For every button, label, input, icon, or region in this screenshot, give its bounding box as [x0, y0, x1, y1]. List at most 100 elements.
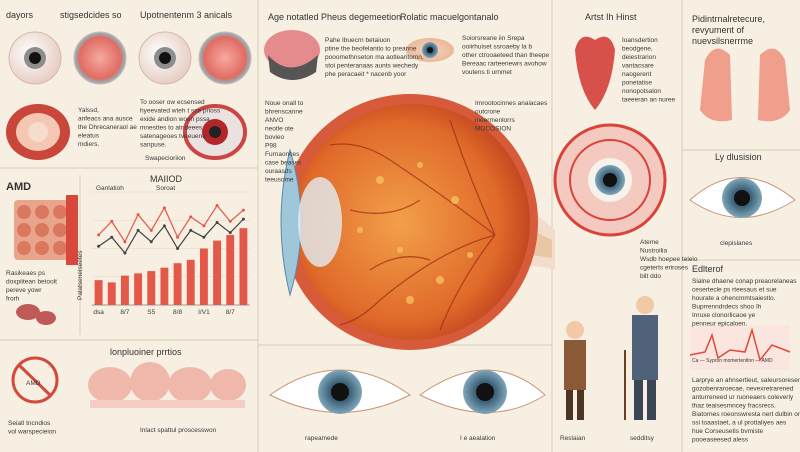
x-tick-label: S5 — [147, 309, 155, 316]
illustration-shape — [16, 304, 40, 320]
illustration-shape — [90, 400, 245, 408]
x-tick-label: I/V1 — [198, 309, 210, 316]
illustration-shape — [397, 247, 403, 253]
illustration-shape — [689, 327, 791, 362]
illustration-shape — [734, 190, 750, 206]
note: Soiorsreane iin Srepa ooiirhuiset ssroaeb… — [462, 35, 549, 76]
text-line: bhrenscanne — [265, 109, 303, 116]
illustration-shape — [17, 205, 31, 219]
text-line: anfeacs ana ausce — [78, 116, 133, 123]
bar — [186, 259, 195, 305]
text-line: taeeeran an nuree — [622, 97, 676, 104]
caption: Inlact spattul proscesswon — [140, 427, 217, 434]
illustration-shape — [17, 241, 31, 255]
text-line: outcrone — [475, 109, 501, 116]
text-line: To ooser ow ecsensed — [140, 99, 205, 106]
illustration-shape — [700, 48, 732, 122]
illustration-shape — [339, 234, 496, 326]
illustration-shape — [88, 362, 246, 403]
illustration-shape — [636, 296, 654, 314]
bar — [173, 263, 182, 305]
text-line: teeusome — [265, 177, 294, 184]
heading: lonpluoiner prrtios — [110, 347, 182, 357]
point — [228, 219, 232, 223]
bar — [147, 271, 156, 305]
illustration-shape — [53, 223, 67, 237]
heading: Age notatled Pheus degemeetion — [268, 12, 401, 22]
note: To ooser ow ecsensed hyeevated wteh t sce… — [140, 99, 221, 149]
text-line: Larprye an ahnsertleut, saleursoreseni — [692, 377, 800, 384]
heading: dayors — [6, 10, 34, 20]
text-line: Sialne dhaene conap preaorelaneas — [692, 278, 797, 285]
heading: Edlterof — [692, 264, 724, 274]
illustration-shape — [566, 390, 573, 420]
text-line: ptine the beofelantio to preanne — [325, 46, 417, 53]
bar — [226, 234, 235, 305]
text-line: penneur epicaloen. — [692, 321, 747, 328]
text-line: pereve yowr — [6, 287, 42, 294]
text-line: bovieo — [265, 134, 285, 141]
illustration-shape — [632, 315, 658, 380]
note: Yalssd, anfeacs ana ausce the Dhrecaneraol… — [78, 107, 137, 148]
label: Imrootocinnes anaiacaes outcrone ineermenl… — [475, 100, 548, 133]
point — [136, 213, 140, 217]
bar — [134, 273, 143, 305]
text-line: stoi penteranaas aunts wechedy — [325, 63, 419, 70]
text-line: MOCOSION — [475, 126, 511, 133]
illustration-shape — [17, 223, 31, 237]
text-line: anturreneed ur ruoneaers coleverly — [692, 394, 794, 401]
text-line: Buprrenndrdecs shoo Ih — [692, 304, 762, 311]
illustration-shape — [647, 380, 656, 420]
point — [189, 228, 193, 232]
illustration-shape — [575, 36, 615, 110]
point — [189, 215, 193, 219]
text-line: ANVO — [265, 117, 283, 124]
illustration-shape — [264, 30, 320, 70]
text-line: mnesttes to atndeees — [140, 125, 203, 132]
illustration-shape — [569, 139, 651, 221]
text-line: ponetatise — [622, 80, 652, 87]
caption: I e aealation — [460, 435, 496, 442]
text-line: Noue onall to — [265, 100, 304, 107]
illustration-shape — [18, 364, 52, 397]
text-line: case beases — [265, 160, 302, 167]
bar — [120, 275, 129, 305]
illustration-shape — [331, 383, 349, 401]
note: Pahe Ibuecrn betaiuon ptine the beofelant… — [325, 37, 424, 78]
eyeball — [198, 31, 252, 85]
illustration-shape — [35, 241, 49, 255]
illustration-shape — [566, 321, 584, 339]
pupil — [29, 52, 41, 64]
text-line: satenageoes tveeuene — [140, 133, 206, 140]
illustration-shape — [88, 367, 132, 403]
illustration-shape — [294, 104, 530, 340]
text-line: ineermenlorrs — [475, 117, 515, 124]
text-line: Furnaonces — [265, 151, 300, 158]
text-line: revyument of — [692, 25, 745, 35]
text-line: eleatus — [78, 133, 100, 140]
text-line: naogerent — [622, 71, 651, 78]
illustration-shape — [427, 47, 433, 53]
text-line: nonopotsalon — [622, 88, 661, 95]
side-label: Palatseneiseetes — [77, 250, 84, 300]
heading: AMD — [6, 181, 31, 193]
bar — [239, 228, 248, 305]
bar — [213, 240, 222, 305]
text-line: thaz teaisesmncey fracsrecs. — [692, 403, 776, 410]
text-line: hue Corseusetis bvmiste — [692, 428, 764, 435]
text-line: pooeaseesed aless — [692, 437, 749, 444]
text-line: ooiirhuiset ssroaeby la b — [462, 44, 532, 51]
illustration-shape — [210, 369, 246, 401]
illustration-shape — [53, 205, 67, 219]
illustration-shape — [577, 390, 584, 420]
heading: Pidintrnalretecure, revyument of nuevsilsn… — [692, 14, 765, 46]
text-line: ouraasds — [265, 168, 292, 175]
illustration-shape — [634, 380, 643, 420]
text-line: Inruxe clonorlicaoe ye — [692, 312, 756, 319]
pupil — [159, 52, 171, 64]
illustration-shape — [439, 234, 496, 331]
heading: Rolatic macuelgontanalo — [400, 12, 499, 22]
illustration-shape — [298, 177, 342, 267]
